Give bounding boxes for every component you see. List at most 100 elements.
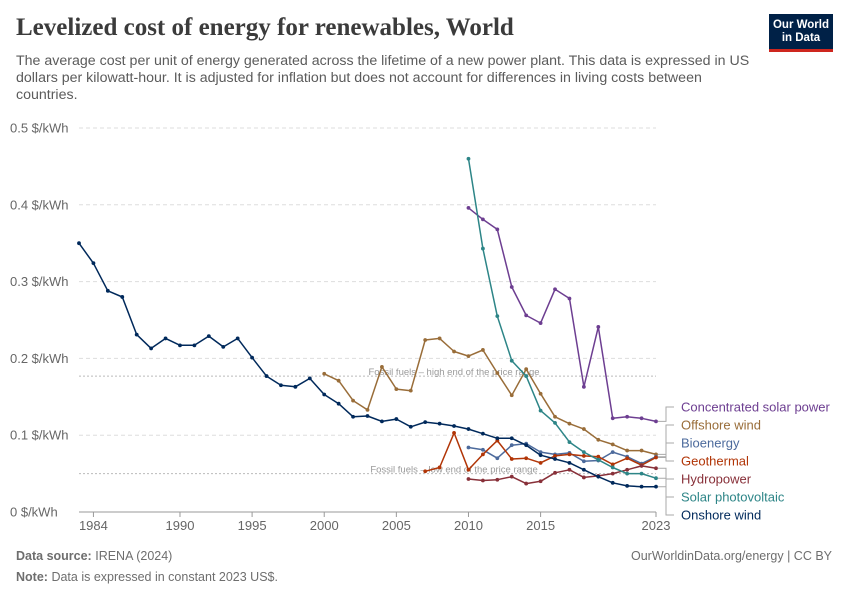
data-point[interactable] (538, 479, 543, 484)
data-point[interactable] (495, 456, 500, 461)
data-point[interactable] (351, 414, 355, 419)
data-point[interactable] (307, 376, 312, 381)
data-point[interactable] (192, 343, 197, 348)
data-point[interactable] (105, 288, 110, 293)
data-point[interactable] (120, 295, 125, 299)
data-point[interactable] (654, 484, 658, 489)
legend-label[interactable]: Geothermal (681, 454, 749, 469)
data-point[interactable] (481, 217, 485, 222)
data-point[interactable] (596, 454, 601, 459)
data-point[interactable] (322, 392, 327, 397)
data-point[interactable] (596, 325, 601, 329)
data-point[interactable] (654, 466, 658, 471)
data-point[interactable] (596, 457, 601, 462)
data-point[interactable] (625, 483, 630, 488)
data-point[interactable] (581, 467, 586, 472)
data-point[interactable] (538, 450, 543, 454)
owid-logo[interactable]: Our World in Data (769, 14, 833, 52)
legend-label[interactable]: Offshore wind (681, 418, 761, 433)
legend-label[interactable]: Bioenergy (681, 436, 740, 451)
data-point[interactable] (567, 452, 572, 457)
data-point[interactable] (509, 457, 514, 461)
data-point[interactable] (408, 424, 413, 429)
data-point[interactable] (524, 481, 529, 486)
data-point[interactable] (567, 421, 572, 426)
data-point[interactable] (509, 393, 514, 398)
data-point[interactable] (639, 471, 644, 476)
legend-label[interactable]: Hydropower (681, 472, 752, 487)
data-point[interactable] (509, 285, 514, 289)
data-point[interactable] (466, 467, 471, 472)
series-line[interactable] (323, 337, 657, 456)
data-point[interactable] (610, 471, 615, 476)
data-point[interactable] (524, 443, 529, 448)
data-point[interactable] (567, 467, 572, 472)
data-point[interactable] (495, 371, 500, 375)
credit-link[interactable]: OurWorldinData.org/energy | CC BY (630, 549, 832, 563)
data-point[interactable] (596, 474, 601, 479)
data-point[interactable] (495, 477, 500, 482)
data-point[interactable] (466, 427, 471, 431)
data-point[interactable] (610, 450, 615, 454)
data-point[interactable] (206, 334, 211, 339)
data-point[interactable] (365, 414, 370, 418)
data-point[interactable] (452, 424, 456, 428)
data-point[interactable] (466, 445, 471, 450)
data-point[interactable] (495, 436, 500, 441)
data-point[interactable] (625, 467, 630, 472)
data-point[interactable] (610, 465, 615, 470)
data-point[interactable] (466, 477, 471, 481)
data-point[interactable] (509, 474, 514, 479)
legend-label[interactable]: Solar photovoltaic (681, 490, 785, 505)
data-point[interactable] (610, 462, 615, 467)
data-point[interactable] (553, 457, 557, 461)
legend-label[interactable]: Onshore wind (681, 508, 761, 523)
data-point[interactable] (437, 421, 442, 426)
data-point[interactable] (567, 296, 572, 301)
data-point[interactable] (509, 436, 514, 441)
data-point[interactable] (654, 419, 658, 424)
data-point[interactable] (639, 484, 644, 489)
data-point[interactable] (581, 454, 586, 458)
data-point[interactable] (625, 456, 630, 461)
data-point[interactable] (610, 416, 615, 421)
data-point[interactable] (639, 416, 644, 421)
data-point[interactable] (134, 332, 139, 337)
data-point[interactable] (654, 476, 658, 481)
data-point[interactable] (581, 459, 586, 464)
data-point[interactable] (423, 420, 428, 425)
data-point[interactable] (553, 470, 557, 475)
data-point[interactable] (91, 261, 96, 266)
data-point[interactable] (538, 453, 543, 458)
data-point[interactable] (380, 364, 384, 369)
data-point[interactable] (524, 313, 529, 318)
data-point[interactable] (581, 427, 586, 431)
data-point[interactable] (163, 336, 168, 341)
data-point[interactable] (524, 374, 529, 378)
data-point[interactable] (380, 419, 384, 424)
data-point[interactable] (509, 443, 514, 448)
data-point[interactable] (466, 156, 471, 161)
data-point[interactable] (481, 348, 485, 352)
data-point[interactable] (625, 471, 630, 476)
data-point[interactable] (654, 455, 658, 460)
data-point[interactable] (481, 447, 485, 452)
data-point[interactable] (524, 456, 529, 461)
data-point[interactable] (336, 401, 341, 406)
data-point[interactable] (625, 448, 630, 453)
data-point[interactable] (452, 430, 456, 435)
data-point[interactable] (625, 414, 630, 419)
data-point[interactable] (567, 440, 572, 445)
data-point[interactable] (322, 371, 327, 376)
data-point[interactable] (394, 387, 399, 392)
source-value[interactable]: IRENA (2024) (95, 549, 173, 563)
series-line[interactable] (468, 442, 657, 465)
data-point[interactable] (466, 205, 471, 210)
data-point[interactable] (293, 384, 298, 389)
data-point[interactable] (553, 414, 557, 419)
data-point[interactable] (538, 321, 543, 325)
data-point[interactable] (481, 452, 485, 457)
data-point[interactable] (452, 349, 456, 354)
data-point[interactable] (481, 431, 485, 436)
data-point[interactable] (336, 378, 341, 383)
